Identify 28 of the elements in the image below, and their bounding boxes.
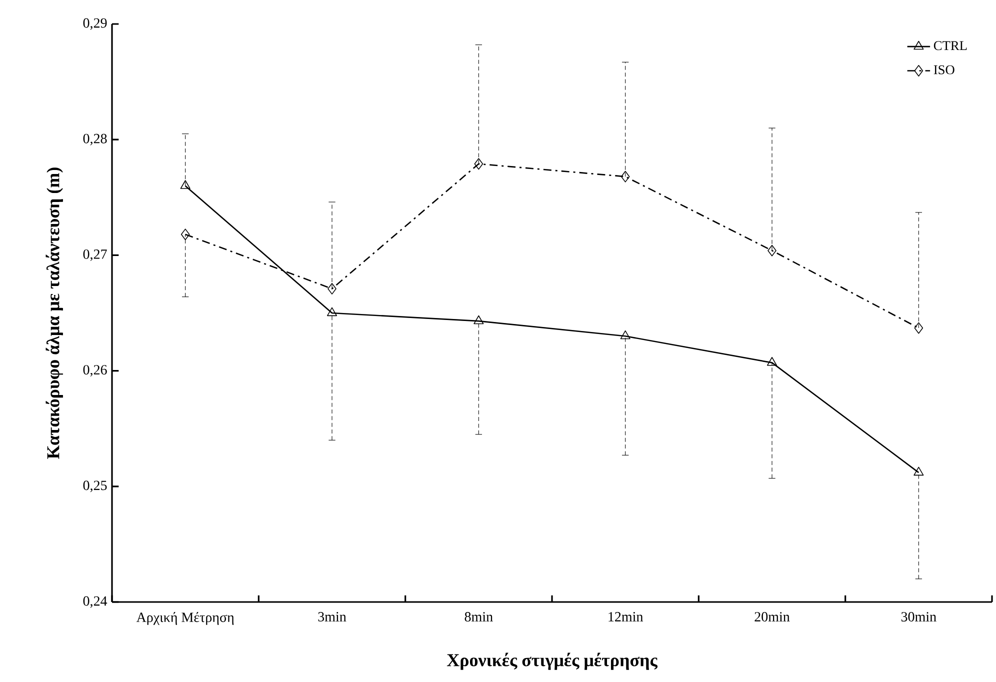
y-tick-label: 0,29	[83, 18, 107, 30]
point	[620, 330, 630, 340]
y-tick-label: 0,25	[83, 480, 107, 492]
x-tick-label: Αρχική Μέτρηση	[136, 612, 234, 625]
legend-label: CTRL	[934, 41, 967, 50]
point	[180, 180, 190, 189]
x-tick-label: 3min	[318, 612, 346, 622]
point	[180, 228, 190, 240]
y-tick-label: 0,24	[83, 596, 108, 608]
x-tick-label: 12min	[608, 612, 644, 622]
x-tick-label: 30min	[901, 612, 936, 622]
point	[474, 315, 484, 324]
legend-label: ISO	[934, 65, 954, 74]
y-axis-title: Κατακόρυφο άλμα με ταλάντευση (m)	[46, 168, 63, 459]
x-axis-title: Χρονικές στιγμές μέτρησης	[446, 652, 658, 670]
point	[914, 322, 924, 334]
x-tick-label: 8min	[464, 612, 493, 622]
y-tick-label: 0,28	[83, 134, 107, 146]
point	[768, 244, 776, 256]
point	[326, 307, 338, 316]
y-tick-label: 0,26	[83, 365, 107, 377]
point	[474, 158, 484, 170]
x-tick-label: 20min	[754, 612, 790, 622]
point	[914, 466, 924, 476]
y-tick-label: 0,27	[83, 249, 107, 261]
point	[766, 356, 778, 366]
point	[620, 170, 630, 182]
point	[328, 282, 336, 294]
